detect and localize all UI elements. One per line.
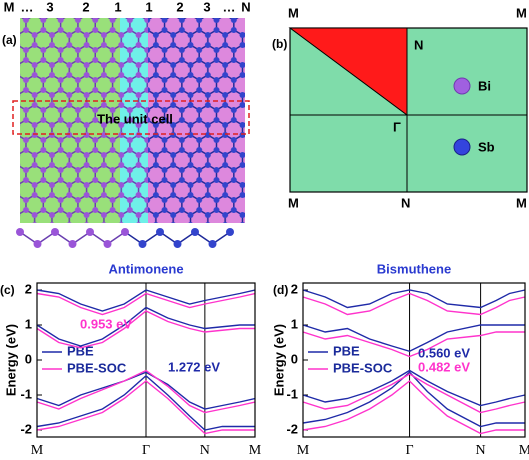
band [302, 369, 526, 407]
atom-label: Sb [478, 139, 495, 154]
band [36, 369, 256, 414]
point-label: M [288, 5, 299, 20]
legend-label: PBE [333, 343, 360, 358]
band [302, 289, 526, 309]
panel-label: (c) [0, 283, 15, 297]
unit-cell-label: The unit cell [97, 111, 173, 126]
x-tick-label: M [249, 443, 262, 458]
y-tick-label: 2 [291, 281, 298, 296]
y-tick-label: 1 [291, 316, 298, 331]
point-label: N [414, 37, 423, 52]
point-label: M [516, 195, 527, 210]
chain-atom [208, 240, 217, 248]
x-tick-label: Γ [142, 443, 150, 458]
region-label: 1 [145, 0, 152, 14]
band [36, 374, 255, 431]
chain-atom [68, 240, 77, 248]
chain-atom [173, 240, 182, 248]
region-label: 2 [82, 0, 89, 14]
region-label: M [4, 0, 15, 14]
gap-annotation: 1.272 eV [168, 359, 220, 374]
y-tick-label: -2 [20, 421, 32, 436]
y-axis-label: Energy (eV) [271, 324, 286, 396]
x-tick-label: M [297, 443, 310, 458]
panel-label: (d) [273, 283, 288, 297]
region-label: … [21, 0, 34, 14]
chain-atom [16, 228, 24, 236]
sb-atom [453, 138, 471, 156]
region-label: 3 [46, 0, 53, 14]
chain-atom [33, 240, 42, 248]
side-chain [16, 228, 234, 248]
band [302, 292, 526, 316]
unit-cell-box [12, 100, 250, 135]
y-tick-label: 0 [25, 351, 32, 366]
gap-annotation: 0.953 eV [80, 316, 132, 331]
point-label: M [288, 195, 299, 210]
point-label: M [516, 5, 527, 20]
band [36, 306, 255, 347]
legend-label: PBE-SOC [67, 360, 127, 375]
lattice-bi [20, 18, 148, 223]
plot-frame [36, 282, 256, 438]
lattice-sb [148, 18, 245, 223]
chain-atom [226, 228, 234, 236]
region-label: … [223, 0, 236, 14]
band [302, 371, 525, 428]
chart-title: Bismuthene [377, 261, 451, 276]
chain-atom [86, 228, 94, 236]
bi-atom [453, 77, 471, 95]
region-label: 1 [114, 0, 121, 14]
chain-atom [191, 228, 199, 236]
legend-label: PBE [67, 343, 94, 358]
gap-annotation: 0.560 eV [418, 345, 470, 360]
region-label: N [241, 0, 250, 14]
band [36, 289, 256, 312]
x-tick-label: M [519, 443, 529, 458]
band [36, 380, 255, 435]
point-label: Γ [393, 119, 401, 134]
region-label: 3 [203, 0, 210, 14]
panel-label: (a) [2, 33, 17, 47]
plot-frame [302, 282, 526, 438]
y-tick-label: -1 [20, 386, 32, 401]
y-tick-label: 0 [291, 351, 298, 366]
x-tick-label: M [31, 443, 44, 458]
y-axis-label: Energy (eV) [3, 324, 18, 396]
chain-atom [156, 228, 164, 236]
chain-atom [51, 228, 59, 236]
band [302, 331, 525, 358]
band [36, 292, 256, 316]
band [302, 324, 525, 352]
y-tick-label: 1 [25, 316, 32, 331]
y-tick-label: 2 [25, 281, 32, 296]
y-tick-label: -1 [286, 386, 298, 401]
chain-atom [103, 240, 112, 248]
x-tick-label: N [476, 443, 486, 458]
gap-annotation: 0.482 eV [418, 359, 470, 374]
band [302, 380, 525, 435]
atom-label: Bi [478, 78, 491, 93]
x-tick-label: Γ [406, 443, 414, 458]
point-label: N [401, 195, 410, 210]
band [302, 373, 526, 414]
x-tick-label: N [200, 443, 210, 458]
chart-title: Antimonene [108, 261, 183, 276]
y-tick-label: -2 [286, 421, 298, 436]
chain-atom [138, 240, 147, 248]
band [36, 310, 255, 349]
legend-label: PBE-SOC [333, 360, 393, 375]
region-label: 2 [176, 0, 183, 14]
chain-atom [121, 228, 129, 236]
panel-label: (b) [272, 37, 287, 51]
